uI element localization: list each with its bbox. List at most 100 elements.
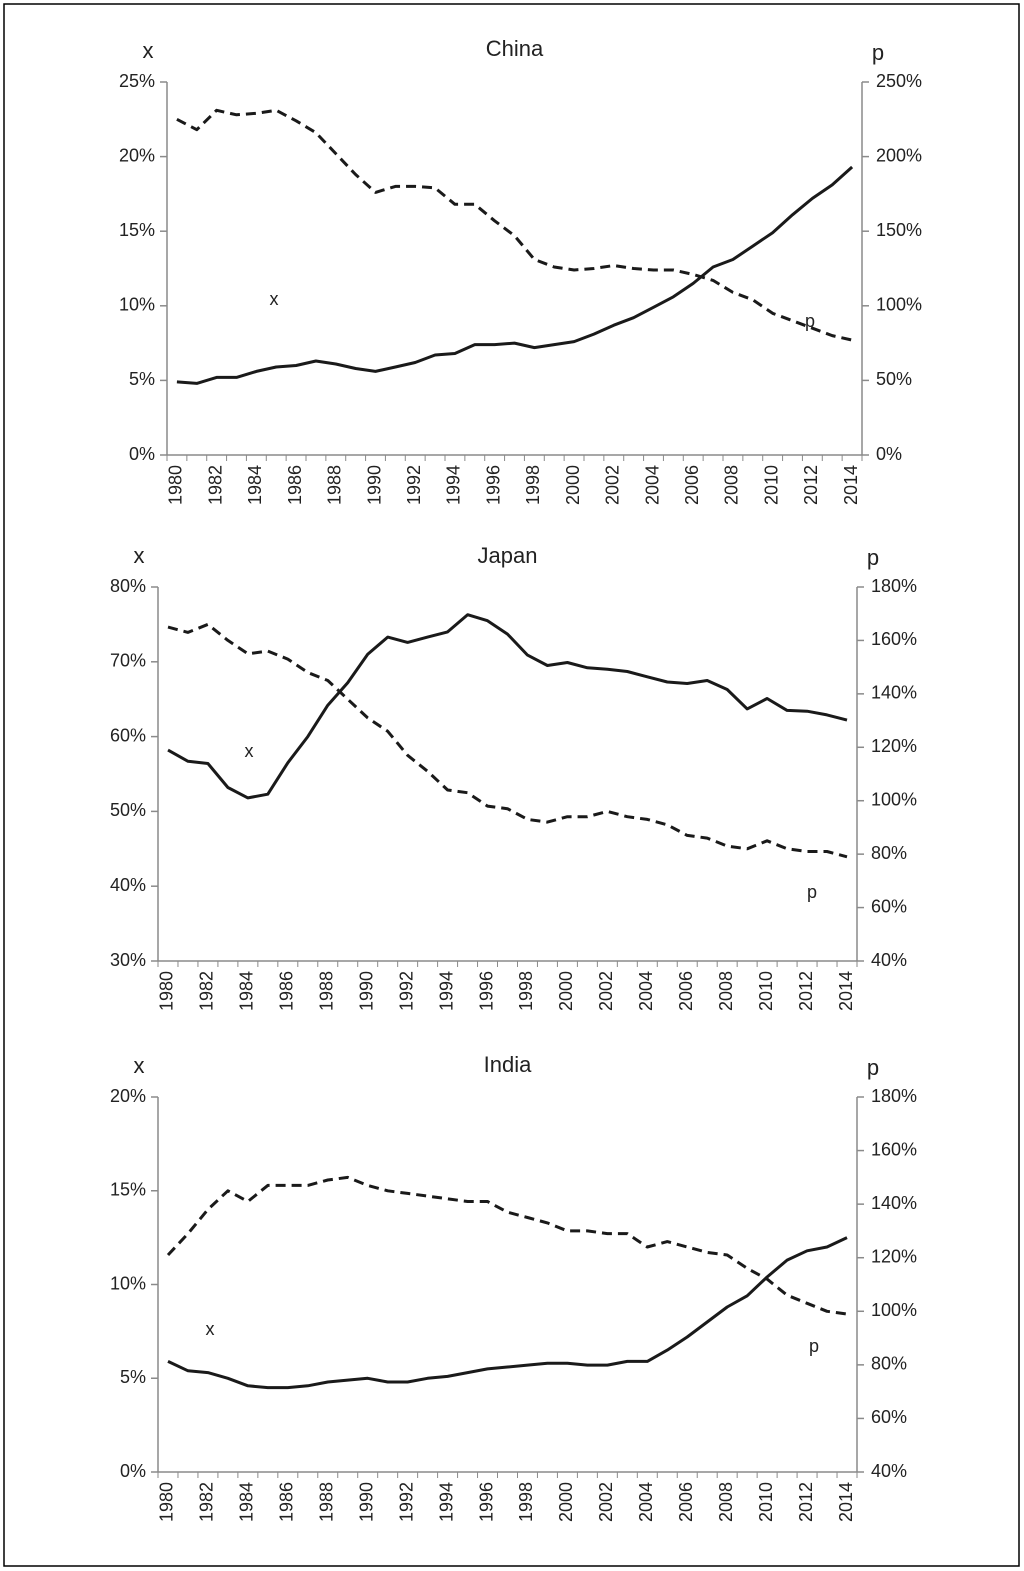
y2-tick-label: 120% bbox=[871, 1246, 917, 1266]
x-tick-label: 2008 bbox=[722, 465, 742, 505]
x-tick-label: 1988 bbox=[317, 1482, 337, 1522]
y-tick-label: 70% bbox=[110, 651, 146, 671]
x-tick-label: 1982 bbox=[205, 465, 225, 505]
y-tick-label: 15% bbox=[110, 1180, 146, 1200]
x-tick-label: 2014 bbox=[836, 1482, 856, 1522]
x-tick-label: 1994 bbox=[436, 971, 456, 1011]
x-tick-label: 1996 bbox=[483, 465, 503, 505]
y2-tick-label: 140% bbox=[871, 683, 917, 703]
x-tick-label: 1990 bbox=[356, 971, 376, 1011]
x-tick-label: 1992 bbox=[396, 1482, 416, 1522]
y-tick-label: 0% bbox=[120, 1461, 146, 1481]
x-tick-label: 1990 bbox=[364, 465, 384, 505]
x-tick-label: 1990 bbox=[356, 1482, 376, 1522]
y2-tick-label: 80% bbox=[871, 843, 907, 863]
series-label: p bbox=[807, 882, 817, 902]
y2-tick-label: 150% bbox=[876, 220, 922, 240]
x-tick-label: 2008 bbox=[716, 971, 736, 1011]
y2-tick-label: 160% bbox=[871, 1139, 917, 1159]
series-line bbox=[167, 613, 848, 800]
x-tick-label: 1988 bbox=[317, 971, 337, 1011]
x-tick-label: 1982 bbox=[197, 971, 217, 1011]
series-line bbox=[167, 622, 848, 859]
x-tick-label: 1988 bbox=[325, 465, 345, 505]
x-tick-label: 2010 bbox=[756, 1482, 776, 1522]
y2-tick-label: 100% bbox=[871, 1300, 917, 1320]
series-line bbox=[167, 1236, 848, 1390]
x-tick-label: 2008 bbox=[716, 1482, 736, 1522]
x-tick-label: 2010 bbox=[761, 465, 781, 505]
y-tick-label: 5% bbox=[129, 369, 155, 389]
y-axis-label: x bbox=[134, 543, 145, 568]
y2-tick-label: 200% bbox=[876, 145, 922, 165]
y2-tick-label: 0% bbox=[876, 444, 902, 464]
x-tick-label: 1994 bbox=[444, 465, 464, 505]
y-tick-label: 60% bbox=[110, 725, 146, 745]
x-tick-label: 2012 bbox=[796, 1482, 816, 1522]
x-tick-label: 1984 bbox=[245, 465, 265, 505]
x-tick-label: 2004 bbox=[636, 971, 656, 1011]
y-tick-label: 20% bbox=[110, 1086, 146, 1106]
frame bbox=[3, 3, 1020, 1567]
x-tick-label: 1980 bbox=[157, 971, 177, 1011]
x-tick-label: 1996 bbox=[476, 1482, 496, 1522]
series-line bbox=[176, 165, 854, 385]
x-tick-label: 1992 bbox=[396, 971, 416, 1011]
x-tick-label: 2002 bbox=[596, 971, 616, 1011]
series-label: x bbox=[270, 289, 279, 309]
y2-tick-label: 140% bbox=[871, 1193, 917, 1213]
x-tick-label: 1998 bbox=[516, 971, 536, 1011]
x-tick-label: 1984 bbox=[237, 1482, 257, 1522]
x-tick-label: 1986 bbox=[277, 1482, 297, 1522]
series-line bbox=[166, 1175, 848, 1316]
y2-axis-label: p bbox=[867, 1055, 879, 1080]
y-tick-label: 5% bbox=[120, 1367, 146, 1387]
x-tick-label: 1984 bbox=[237, 971, 257, 1011]
series-line bbox=[176, 108, 853, 342]
x-tick-label: 1994 bbox=[436, 1482, 456, 1522]
x-tick-label: 1980 bbox=[157, 1482, 177, 1522]
y2-tick-label: 250% bbox=[876, 71, 922, 91]
x-tick-label: 2014 bbox=[841, 465, 861, 505]
x-tick-label: 1998 bbox=[516, 1482, 536, 1522]
chart-title: India bbox=[484, 1052, 532, 1077]
x-tick-label: 2010 bbox=[756, 971, 776, 1011]
x-tick-label: 2012 bbox=[796, 971, 816, 1011]
x-tick-label: 2002 bbox=[596, 1482, 616, 1522]
series-label: p bbox=[809, 1336, 819, 1356]
x-tick-label: 2004 bbox=[642, 465, 662, 505]
y2-tick-label: 100% bbox=[876, 295, 922, 315]
x-tick-label: 1998 bbox=[523, 465, 543, 505]
y2-tick-label: 40% bbox=[871, 950, 907, 970]
y-tick-label: 50% bbox=[110, 800, 146, 820]
x-tick-label: 2012 bbox=[801, 465, 821, 505]
y-tick-label: 10% bbox=[119, 295, 155, 315]
y2-tick-label: 80% bbox=[871, 1354, 907, 1374]
y2-tick-label: 160% bbox=[871, 629, 917, 649]
x-tick-label: 2002 bbox=[603, 465, 623, 505]
y-axis-label: x bbox=[143, 38, 154, 63]
x-tick-label: 1982 bbox=[197, 1482, 217, 1522]
y-tick-label: 20% bbox=[119, 145, 155, 165]
y2-axis-label: p bbox=[867, 545, 879, 570]
series-label: p bbox=[805, 311, 815, 331]
y2-tick-label: 60% bbox=[871, 896, 907, 916]
x-tick-label: 1986 bbox=[277, 971, 297, 1011]
x-tick-label: 1996 bbox=[476, 971, 496, 1011]
x-tick-label: 2006 bbox=[682, 465, 702, 505]
x-tick-label: 2000 bbox=[556, 1482, 576, 1522]
x-tick-label: 2006 bbox=[676, 1482, 696, 1522]
y2-tick-label: 180% bbox=[871, 1086, 917, 1106]
y-tick-label: 25% bbox=[119, 71, 155, 91]
x-tick-label: 2014 bbox=[836, 971, 856, 1011]
chart-title: China bbox=[486, 36, 544, 61]
y-axis-label: x bbox=[134, 1053, 145, 1078]
x-tick-label: 2004 bbox=[636, 1482, 656, 1522]
x-tick-label: 1980 bbox=[166, 465, 186, 505]
y2-tick-label: 120% bbox=[871, 736, 917, 756]
x-tick-label: 2000 bbox=[563, 465, 583, 505]
series-label: x bbox=[245, 741, 254, 761]
series-label: x bbox=[206, 1319, 215, 1339]
y2-tick-label: 180% bbox=[871, 576, 917, 596]
y-tick-label: 0% bbox=[129, 444, 155, 464]
